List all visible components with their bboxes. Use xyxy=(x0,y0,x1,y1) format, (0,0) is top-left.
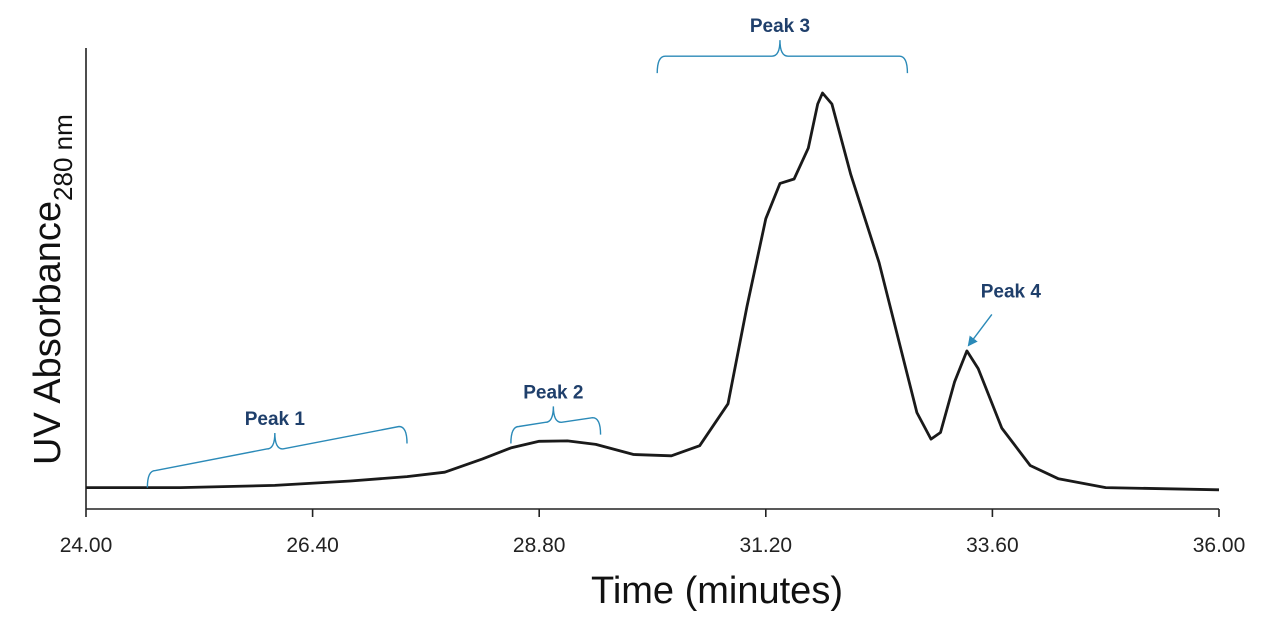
peak-label-2: Peak 2 xyxy=(523,382,583,403)
peak-annotations: Peak 1 Peak 2 Peak 3 Peak 4 xyxy=(146,16,1042,488)
x-tick-label-4: 33.60 xyxy=(966,534,1019,557)
peak-arrow-4 xyxy=(967,313,993,347)
peak-label-1: Peak 1 xyxy=(245,409,306,430)
peak-bracket-1 xyxy=(146,425,408,488)
x-axis-title: Time (minutes) xyxy=(591,570,843,612)
x-tick-label-2: 28.80 xyxy=(513,534,566,557)
peak-annotation-4: Peak 4 xyxy=(967,281,1042,347)
peak-annotation-1: Peak 1 xyxy=(146,409,408,488)
peak-bracket-2 xyxy=(510,406,602,444)
y-axis-title-main: UV Absorbance xyxy=(27,201,69,465)
peak-label-4: Peak 4 xyxy=(981,281,1042,302)
y-axis-title-subscript: 280 nm xyxy=(48,114,78,201)
peak-annotation-3: Peak 3 xyxy=(656,16,909,74)
peak-annotation-2: Peak 2 xyxy=(510,382,602,444)
x-tick-label-0: 24.00 xyxy=(60,534,113,557)
x-axis-tick-labels: 24.00 26.40 28.80 31.20 33.60 36.00 xyxy=(60,534,1246,557)
x-axis-ticks xyxy=(85,509,1220,517)
series-line xyxy=(86,91,1220,492)
peak-label-3: Peak 3 xyxy=(750,16,810,37)
x-tick-label-5: 36.00 xyxy=(1193,534,1246,557)
y-axis-title: UV Absorbance280 nm xyxy=(27,114,78,465)
x-tick-label-1: 26.40 xyxy=(286,534,339,557)
peak-bracket-3 xyxy=(656,40,909,74)
x-tick-label-3: 31.20 xyxy=(740,534,793,557)
